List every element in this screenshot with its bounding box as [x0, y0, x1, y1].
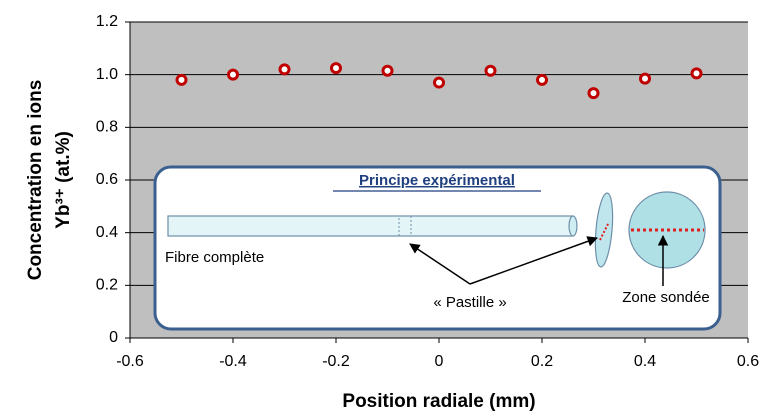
x-tick-label: -0.6	[116, 353, 144, 370]
point	[381, 64, 394, 77]
y-tick-label: 0	[109, 329, 118, 346]
inset-box	[153, 165, 722, 331]
point	[484, 64, 497, 77]
arrow	[469, 236, 598, 285]
fiber	[167, 215, 574, 237]
y-tick-label: 0.6	[96, 171, 118, 188]
x-tick-label: -0.4	[219, 353, 247, 370]
fiber-label: Fibre complète	[165, 249, 264, 266]
pellet	[594, 192, 614, 268]
y-axis-title: Yb³⁺ (at.%)	[53, 131, 74, 229]
point	[690, 67, 703, 80]
arrow	[409, 243, 471, 285]
fiber-end	[568, 215, 578, 237]
point	[639, 72, 651, 85]
point	[587, 87, 600, 100]
x-tick-label: -0.2	[322, 353, 350, 370]
x-tick-label: 0.4	[634, 353, 656, 370]
point	[330, 62, 342, 75]
probe-line	[599, 221, 610, 241]
point	[278, 63, 291, 76]
x-tick-label: 0	[435, 353, 444, 370]
point	[227, 68, 239, 81]
inset-title: Principe expérimental	[359, 172, 515, 189]
point	[433, 76, 445, 89]
x-axis-title: Position radiale (mm)	[342, 391, 535, 412]
y-tick-label: 0.4	[96, 224, 118, 241]
point	[175, 73, 188, 86]
x-tick-label: 0.6	[737, 353, 759, 370]
pellet-label: « Pastille »	[433, 294, 506, 311]
y-tick-label: 1.2	[96, 13, 118, 30]
pellet-section	[398, 215, 412, 237]
y-tick-label: 0.8	[96, 119, 118, 136]
y-tick-label: 1.0	[96, 66, 118, 83]
zone-label: Zone sondée	[622, 289, 710, 306]
y-axis-title: Concentration en ions	[25, 80, 46, 281]
inset: Principe expérimental Fibre complète « P…	[153, 165, 722, 331]
point	[536, 73, 548, 86]
x-tick-label: 0.2	[531, 353, 553, 370]
y-tick-label: 0.2	[96, 277, 118, 294]
